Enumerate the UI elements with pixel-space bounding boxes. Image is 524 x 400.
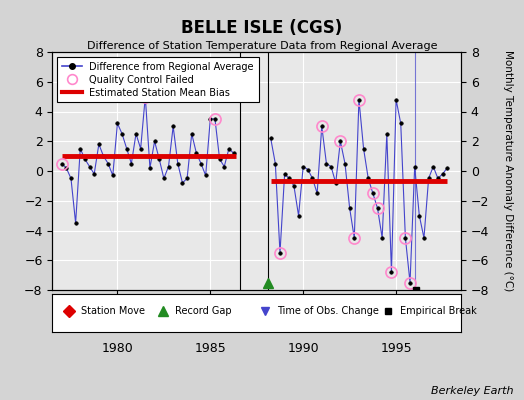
- Text: 1995: 1995: [380, 342, 412, 354]
- Legend: Difference from Regional Average, Quality Control Failed, Estimated Station Mean: Difference from Regional Average, Qualit…: [57, 57, 259, 102]
- Text: 1990: 1990: [287, 342, 319, 354]
- Text: 1980: 1980: [102, 342, 133, 354]
- Text: 1985: 1985: [194, 342, 226, 354]
- Y-axis label: Monthly Temperature Anomaly Difference (°C): Monthly Temperature Anomaly Difference (…: [503, 50, 513, 292]
- Text: BELLE ISLE (CGS): BELLE ISLE (CGS): [181, 19, 343, 37]
- Text: Station Move: Station Move: [81, 306, 145, 316]
- Text: Empirical Break: Empirical Break: [400, 306, 476, 316]
- Text: Difference of Station Temperature Data from Regional Average: Difference of Station Temperature Data f…: [87, 41, 437, 51]
- Text: Record Gap: Record Gap: [175, 306, 232, 316]
- Text: Berkeley Earth: Berkeley Earth: [431, 386, 514, 396]
- Text: Time of Obs. Change: Time of Obs. Change: [277, 306, 379, 316]
